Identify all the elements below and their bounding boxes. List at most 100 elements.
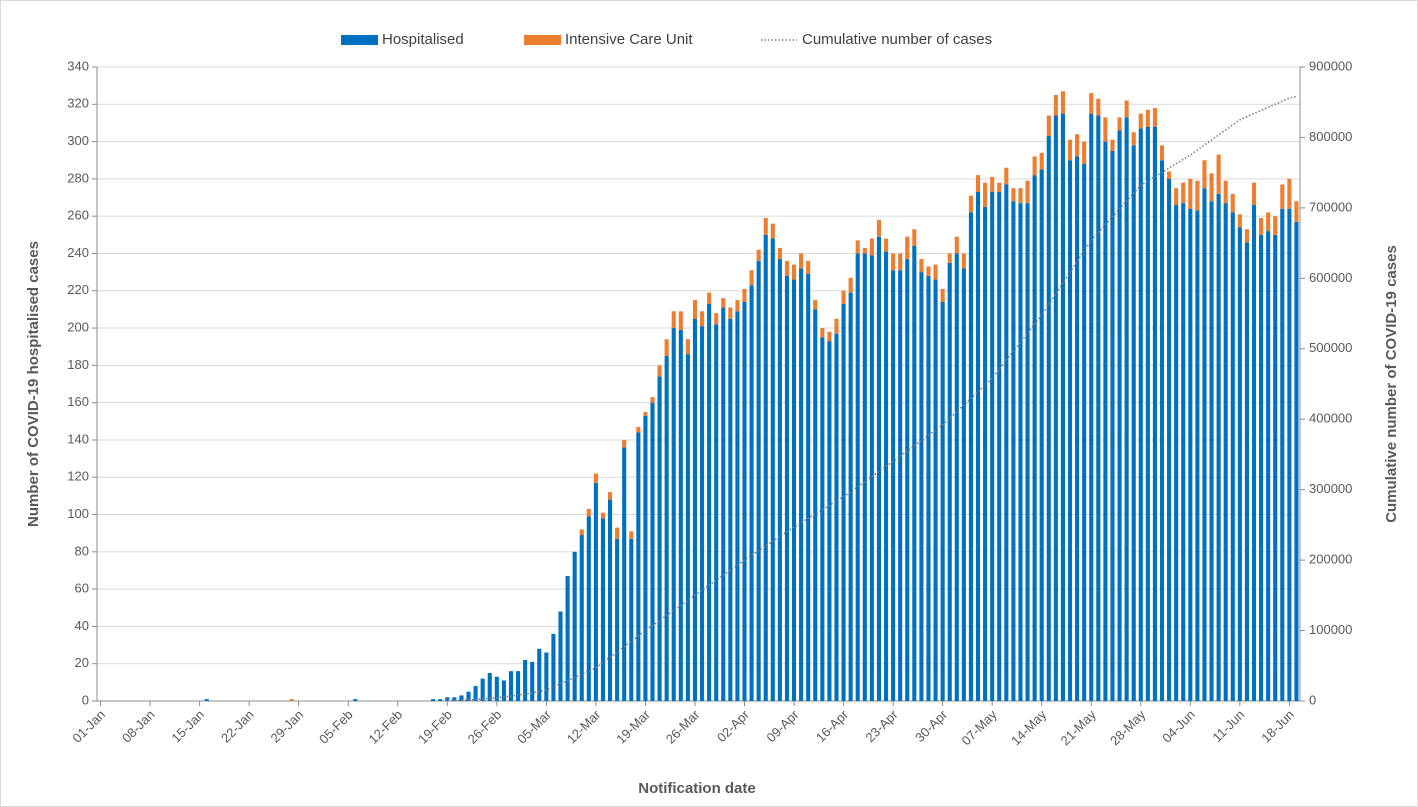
bar-segment (353, 699, 358, 701)
bar-segment (1202, 160, 1207, 189)
bar-segment (784, 275, 790, 701)
bar-segment (834, 318, 839, 334)
bar-segment (827, 341, 832, 701)
bar-segment (1060, 91, 1065, 114)
bar-segment (947, 262, 952, 701)
y-tick-label: 180 (67, 357, 89, 372)
bar-segment (1259, 234, 1264, 701)
bar-segment (1025, 203, 1030, 701)
bar-segment (763, 218, 768, 235)
bar-segment (883, 238, 889, 252)
bar-segment (841, 290, 846, 304)
y2-tick-label: 400000 (1309, 411, 1352, 426)
bar-segment (501, 680, 506, 701)
bar-segment (1117, 130, 1122, 701)
bar-segment (756, 260, 761, 701)
bar-segment (983, 206, 988, 701)
bar-segment (912, 229, 917, 247)
bar-segment (1216, 154, 1221, 194)
bar-segment (692, 300, 698, 319)
bar-segment (714, 324, 719, 701)
bar-segment (650, 402, 655, 701)
bar-segment (919, 272, 924, 701)
bar-segment (1266, 212, 1271, 232)
bar-segment (1145, 126, 1150, 701)
bar-segment (947, 253, 952, 263)
y-tick-label: 340 (67, 58, 89, 73)
bar-segment (919, 259, 924, 273)
bar-segment (883, 251, 889, 701)
bar-segment (593, 482, 598, 701)
bar-segment (862, 247, 867, 254)
bar-segment (586, 508, 591, 517)
bar-segment (1004, 184, 1009, 702)
bar-segment (1237, 214, 1242, 228)
bar-segment (1103, 117, 1108, 142)
bar-segment (636, 432, 641, 701)
bar-segment (699, 326, 705, 701)
bar-segment (1167, 178, 1172, 702)
bar-segment (905, 236, 910, 260)
bar-segment (1195, 210, 1200, 702)
bar-segment (912, 246, 917, 701)
bar-segment (806, 260, 811, 274)
bar-segment (445, 697, 450, 701)
bar-segment (940, 301, 945, 701)
bar-segment (1152, 108, 1157, 127)
bar-segment (933, 264, 938, 280)
bar-segment (1223, 180, 1228, 204)
bar-segment (714, 313, 719, 325)
bar-segment (1280, 184, 1285, 209)
bar-segment (940, 288, 945, 302)
bar-segment (791, 264, 797, 280)
bar-segment (1075, 134, 1080, 157)
bar-segment (1273, 216, 1278, 235)
bar-segment (1152, 126, 1157, 701)
bar-segment (1202, 188, 1207, 702)
bar-segment (749, 270, 754, 286)
bar-segment (692, 318, 698, 701)
bar-segment (1110, 139, 1115, 151)
bar-segment (1223, 203, 1228, 701)
bar-segment (643, 411, 648, 416)
bar-segment (1011, 201, 1016, 701)
x-axis-title: Notification date (638, 780, 756, 797)
y-tick-label: 120 (67, 469, 89, 484)
bar-segment (551, 633, 556, 701)
bar-segment (954, 236, 959, 254)
bar-segment (961, 268, 966, 701)
bar-segment (544, 652, 549, 701)
bar-segment (1230, 193, 1235, 213)
bar-segment (891, 253, 896, 271)
bar-segment (1145, 109, 1150, 127)
bar-segment (1060, 113, 1065, 701)
bar-segment (1259, 218, 1264, 235)
bar-segment (1096, 98, 1101, 116)
bar-segment (678, 329, 683, 701)
bar-segment (459, 695, 464, 701)
bar-segment (473, 686, 478, 701)
bar-segment (1082, 141, 1087, 164)
bar-segment (1089, 113, 1094, 701)
bar-segment (933, 279, 938, 701)
bar-segment (664, 339, 669, 357)
y2-tick-label: 700000 (1309, 199, 1352, 214)
bar-segment (1159, 145, 1165, 161)
bar-segment (848, 277, 853, 293)
bar-segment (777, 247, 782, 260)
y-tick-label: 60 (75, 581, 89, 596)
bar-segment (1195, 180, 1200, 211)
bar-segment (685, 339, 690, 355)
bar-segment (848, 292, 853, 701)
bar-segment (1039, 152, 1044, 170)
bar-segment (827, 331, 832, 342)
bar-segment (572, 551, 577, 701)
bar-segment (530, 661, 535, 701)
bar-segment (1131, 132, 1136, 146)
bar-segment (799, 268, 804, 701)
bar-segment (1004, 167, 1009, 185)
bar-segment (699, 311, 705, 327)
bar-segment (629, 531, 634, 539)
y2-tick-label: 0 (1309, 692, 1316, 707)
bar-segment (1011, 188, 1016, 202)
